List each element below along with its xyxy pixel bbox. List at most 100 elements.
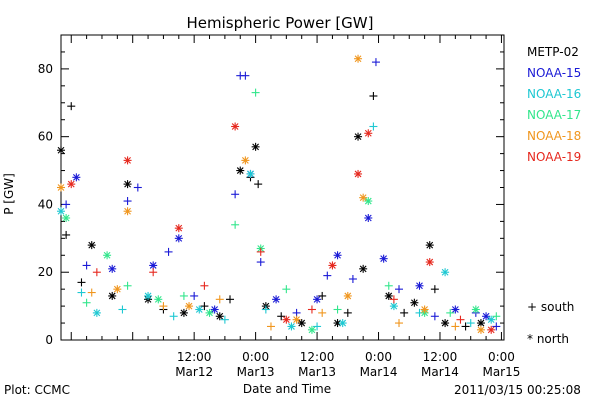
point-noaa-17 (123, 281, 132, 290)
point-metp-02 (476, 319, 485, 328)
point-noaa-18 (159, 302, 168, 311)
point-metp-02 (179, 308, 188, 317)
point-metp-02 (251, 142, 260, 151)
point-noaa-16 (369, 122, 378, 131)
point-noaa-15 (256, 258, 265, 267)
point-noaa-19 (174, 224, 183, 233)
marker-legend-north: * north (527, 332, 569, 346)
point-noaa-18 (266, 322, 275, 331)
point-noaa-17 (492, 312, 501, 321)
point-metp-02 (384, 291, 393, 300)
point-noaa-15 (241, 71, 250, 80)
point-noaa-18 (215, 295, 224, 304)
point-noaa-19 (67, 180, 76, 189)
y-tick-label: 20 (38, 265, 53, 279)
legend-noaa-15: NOAA-15 (527, 66, 581, 80)
point-noaa-15 (371, 58, 380, 67)
point-noaa-15 (451, 305, 460, 314)
point-noaa-16 (77, 288, 86, 297)
legend-noaa-17: NOAA-17 (527, 108, 581, 122)
point-noaa-17 (103, 251, 112, 260)
x-axis: 12:00Mar120:00Mar1312:00Mar130:00Mar1412… (70, 35, 520, 379)
point-noaa-17 (231, 220, 240, 229)
point-noaa-15 (133, 183, 142, 192)
x-tick-label-time: 0:00 (365, 350, 392, 364)
point-metp-02 (67, 102, 76, 111)
plot-credit: Plot: CCMC (4, 383, 70, 397)
point-noaa-17 (82, 298, 91, 307)
point-noaa-18 (343, 291, 352, 300)
point-metp-02 (200, 302, 209, 311)
point-metp-02 (108, 291, 117, 300)
point-noaa-17 (62, 214, 71, 222)
point-metp-02 (87, 241, 96, 250)
x-tick-label-time: 12:00 (423, 350, 458, 364)
point-noaa-19 (200, 281, 209, 290)
series-legend: METP-02 NOAA-15 NOAA-16 NOAA-17 NOAA-18 NOAA-… (527, 45, 581, 164)
point-noaa-19 (425, 258, 434, 267)
point-noaa-17 (282, 285, 291, 294)
chart-title: Hemispheric Power [GW] (187, 14, 374, 32)
point-noaa-16 (487, 315, 496, 324)
point-noaa-15 (492, 322, 501, 331)
point-noaa-18 (87, 288, 96, 297)
y-axis: 0 20 40 60 80 (38, 34, 504, 347)
point-noaa-16 (144, 291, 153, 300)
point-noaa-17 (154, 295, 163, 304)
point-noaa-18 (185, 302, 194, 311)
point-noaa-15 (164, 247, 173, 256)
point-noaa-15 (313, 295, 322, 304)
point-noaa-16 (169, 312, 178, 321)
y-tick-label: 80 (38, 62, 53, 76)
point-noaa-15 (292, 308, 301, 317)
point-noaa-16 (389, 302, 398, 311)
point-noaa-18 (123, 207, 132, 216)
point-noaa-18 (57, 183, 65, 192)
point-metp-02 (441, 319, 450, 328)
point-noaa-17 (446, 308, 455, 317)
point-noaa-18 (113, 285, 122, 294)
point-noaa-19 (92, 268, 101, 277)
point-noaa-17 (471, 305, 480, 314)
point-noaa-18 (451, 322, 460, 331)
point-noaa-19 (389, 295, 398, 304)
point-noaa-19 (282, 315, 291, 324)
point-noaa-15 (364, 214, 373, 222)
point-noaa-17 (384, 281, 393, 290)
point-noaa-19 (456, 315, 465, 324)
point-metp-02 (297, 319, 306, 328)
point-noaa-16 (338, 319, 347, 328)
point-noaa-19 (149, 268, 158, 277)
point-metp-02 (369, 92, 378, 100)
point-metp-02 (425, 241, 434, 250)
point-noaa-17 (205, 308, 214, 317)
x-tick-label-date: Mar13 (298, 365, 336, 379)
point-metp-02 (343, 308, 352, 317)
x-tick-label-time: 12:00 (177, 350, 212, 364)
x-tick-label-time: 0:00 (242, 350, 269, 364)
point-noaa-15 (72, 173, 81, 182)
x-tick-label-date: Mar14 (421, 365, 459, 379)
point-noaa-17 (364, 197, 373, 206)
point-noaa-18 (420, 305, 429, 314)
point-noaa-18 (476, 325, 485, 334)
point-noaa-15 (430, 312, 439, 321)
point-metp-02 (62, 230, 71, 239)
x-tick-label-time: 12:00 (300, 350, 335, 364)
point-metp-02 (400, 308, 409, 317)
point-noaa-15 (123, 197, 132, 206)
point-noaa-19 (123, 156, 132, 165)
point-noaa-15 (415, 281, 424, 290)
point-metp-02 (461, 322, 470, 331)
point-noaa-18 (318, 308, 327, 317)
legend-noaa-18: NOAA-18 (527, 129, 581, 143)
point-noaa-15 (62, 200, 71, 209)
point-noaa-15 (174, 234, 183, 243)
point-noaa-16 (92, 308, 101, 317)
x-tick-label-date: Mar13 (237, 365, 275, 379)
point-noaa-19 (231, 122, 240, 131)
point-noaa-15 (323, 271, 332, 280)
point-noaa-16 (118, 305, 127, 314)
point-noaa-18 (359, 193, 368, 202)
point-noaa-15 (379, 254, 388, 263)
